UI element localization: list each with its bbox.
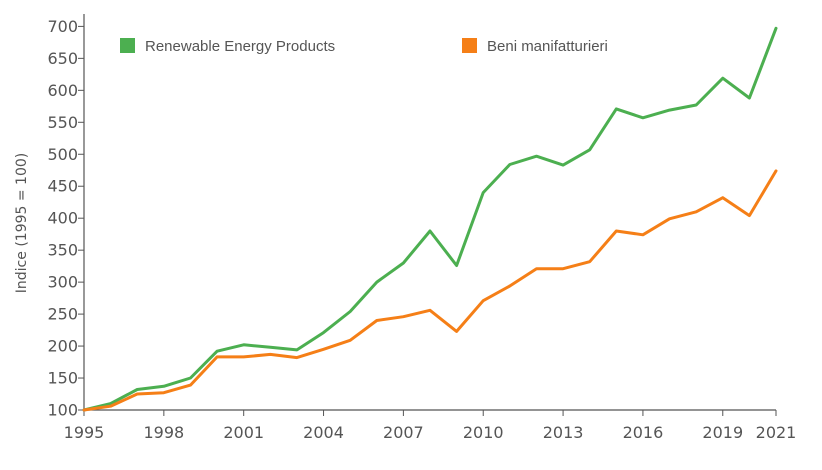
axes xyxy=(83,14,776,411)
x-tick-label: 2021 xyxy=(756,423,797,442)
legend: Renewable Energy Products Beni manifattur… xyxy=(120,38,608,55)
y-tick-label: 400 xyxy=(47,209,78,228)
legend-label-1: Beni manifatturieri xyxy=(487,38,608,55)
legend-swatch-1 xyxy=(462,38,477,53)
y-tick-label: 700 xyxy=(47,17,78,36)
series-lines xyxy=(82,26,778,412)
y-axis-title: Indice (1995 = 100) xyxy=(14,153,30,293)
y-axis-ticks: 100 150 200 250 300 350 400 450 500 550 600 650 700 xyxy=(47,17,84,420)
y-tick-label: 650 xyxy=(47,49,78,68)
y-tick-label: 200 xyxy=(47,337,78,356)
y-tick-label: 250 xyxy=(47,305,78,324)
legend-label-0: Renewable Energy Products xyxy=(145,38,335,55)
y-tick-label: 550 xyxy=(47,113,78,132)
x-tick-label: 2001 xyxy=(223,423,264,442)
y-tick-label: 450 xyxy=(47,177,78,196)
x-tick-label: 2007 xyxy=(383,423,424,442)
legend-swatch-0 xyxy=(120,38,135,53)
x-tick-label: 1998 xyxy=(143,423,184,442)
x-tick-label: 2019 xyxy=(702,423,743,442)
x-tick-label: 2016 xyxy=(623,423,664,442)
x-tick-label: 2010 xyxy=(463,423,504,442)
x-tick-label: 2004 xyxy=(303,423,344,442)
x-tick-label: 2013 xyxy=(543,423,584,442)
x-tick-label: 1995 xyxy=(64,423,105,442)
y-tick-label: 350 xyxy=(47,241,78,260)
y-tick-label: 500 xyxy=(47,145,78,164)
y-tick-label: 600 xyxy=(47,81,78,100)
series-line-0 xyxy=(82,26,778,412)
x-axis-ticks: 1995 1998 2001 2004 2007 2010 2013 2016 2019 2021 xyxy=(64,410,797,442)
y-tick-label: 100 xyxy=(47,401,78,420)
y-tick-label: 150 xyxy=(47,369,78,388)
y-tick-label: 300 xyxy=(47,273,78,292)
series-line-1 xyxy=(82,169,778,412)
